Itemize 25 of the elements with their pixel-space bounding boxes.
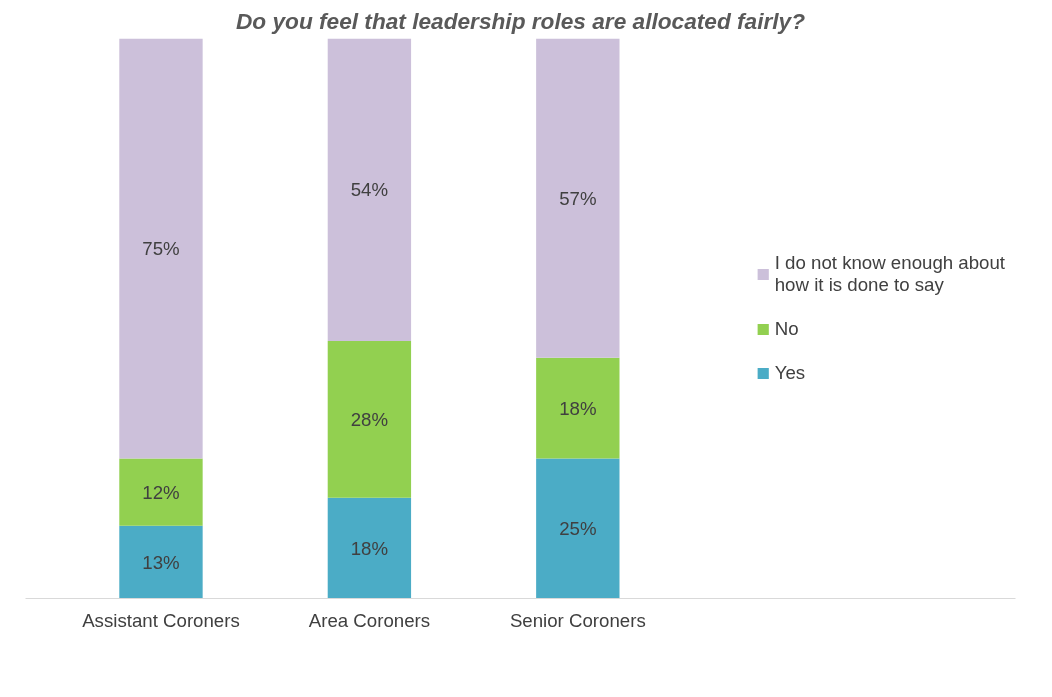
data-label: 57% <box>559 187 597 209</box>
data-label: 12% <box>142 481 180 503</box>
bar <box>119 525 203 599</box>
bar <box>536 458 620 599</box>
legend-label: No <box>774 318 799 340</box>
data-label: 18% <box>559 397 597 419</box>
data-label: 28% <box>350 408 389 430</box>
bar <box>327 497 412 599</box>
legend-label: I do not know enough about how it is done to say <box>774 252 1005 296</box>
data-label: 18% <box>350 537 389 559</box>
bar <box>327 340 412 498</box>
x-tick-label: Area Coroners <box>308 609 431 631</box>
x-tick-label: Senior Coroners <box>509 609 646 631</box>
data-label: 25% <box>559 518 597 539</box>
data-label: 75% <box>142 238 180 259</box>
bar <box>327 38 412 341</box>
bar <box>536 38 620 358</box>
data-label: 13% <box>142 551 180 573</box>
data-label: 54% <box>350 179 389 201</box>
legend-label: Yes <box>774 362 806 384</box>
bar <box>119 38 203 459</box>
chart-title: Do you feel that leadership roles are allocated fairly? <box>235 7 806 34</box>
bar <box>536 357 620 459</box>
bar <box>119 458 203 526</box>
x-tick-label: Assistant Coroners <box>82 609 240 631</box>
